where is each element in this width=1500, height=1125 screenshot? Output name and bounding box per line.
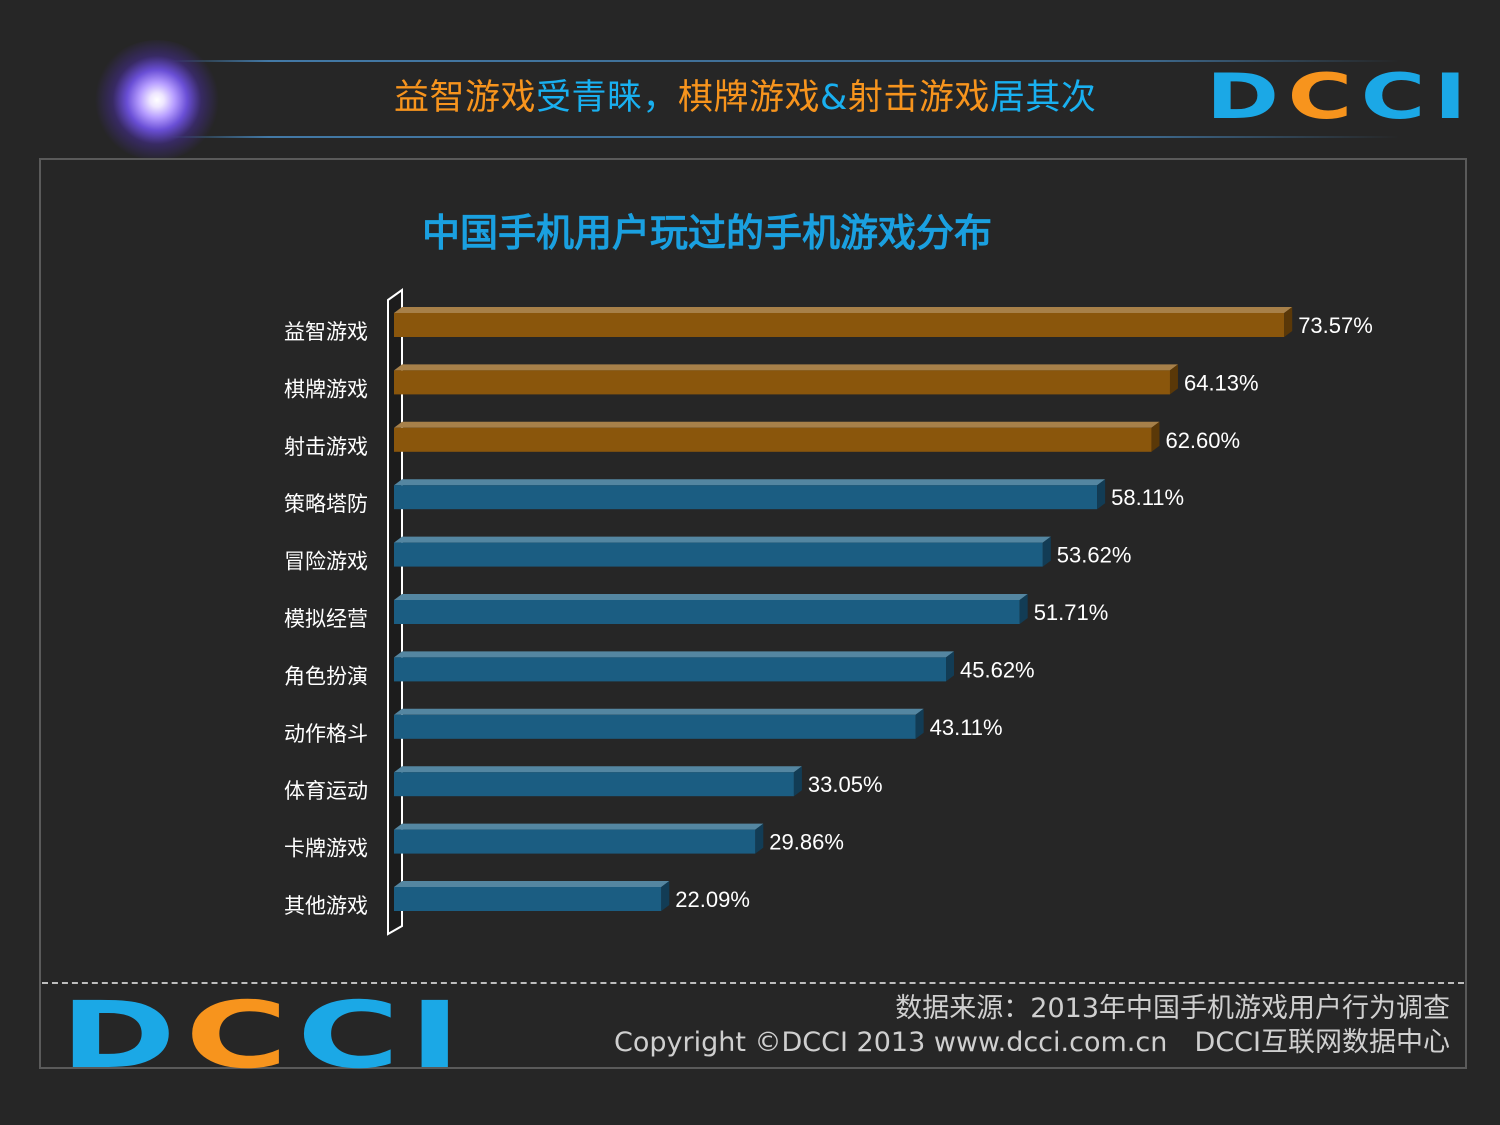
headline-part: & [820, 78, 848, 118]
data-label: 45.62% [960, 657, 1035, 682]
content-frame [39, 158, 1467, 1069]
bar-chart: 73.57% 益智游戏 64.13% 棋牌游戏 62.60% 射击游戏 58.11% 策略塔防… [284, 288, 1373, 936]
dcci-logo: DCCI [1206, 62, 1475, 132]
bar-end-face [755, 823, 764, 854]
bar [394, 887, 662, 911]
footer-divider [42, 982, 1464, 984]
bar [394, 829, 756, 854]
bar-top-face [394, 479, 1106, 486]
bar-top-face [394, 307, 1293, 313]
logo-letter: C [296, 982, 409, 1089]
category-label: 体育运动 [284, 779, 368, 803]
bar [394, 772, 794, 797]
bar [394, 714, 916, 739]
bar-end-face [1019, 594, 1028, 624]
bar-end-face [915, 708, 924, 739]
bar-end-face [661, 881, 670, 911]
category-label: 策略塔防 [284, 492, 368, 516]
data-label: 29.86% [769, 830, 844, 855]
bar-top-face [394, 651, 955, 658]
bar-end-face [1169, 364, 1178, 395]
bar-end-face [1097, 479, 1106, 510]
category-label: 模拟经营 [284, 607, 368, 631]
category-label: 冒险游戏 [284, 550, 368, 574]
data-label: 33.05% [808, 772, 883, 797]
bar-top-face [394, 364, 1178, 371]
bar-top-face [394, 536, 1051, 543]
logo-letter: C [185, 982, 297, 1089]
category-label: 益智游戏 [284, 320, 368, 344]
data-label: 53.62% [1057, 543, 1132, 568]
logo-letter: I [1433, 60, 1476, 133]
bar-top-face [394, 766, 802, 773]
category-label: 卡牌游戏 [284, 837, 368, 861]
chart-title: 中国手机用户玩过的手机游戏分布 [422, 211, 993, 255]
bar-end-face [1151, 421, 1160, 452]
bar-end-face [1284, 307, 1293, 337]
bar-top-face [394, 823, 764, 830]
category-label: 角色扮演 [284, 664, 368, 688]
bar [394, 313, 1285, 337]
bar-top-face [394, 881, 670, 887]
bar [394, 370, 1170, 395]
data-source: 数据来源：2013年中国手机游戏用户行为调查 [895, 993, 1450, 1024]
sparkle-graphic [92, 40, 222, 160]
dcci-logo-footer: DCCI [60, 986, 470, 1086]
logo-letter: D [1206, 60, 1288, 133]
data-label: 22.09% [675, 887, 750, 912]
copyright: Copyright ©DCCI 2013 www.dcci.com.cn [614, 1027, 1168, 1058]
header-divider-top [170, 60, 1400, 62]
bar [394, 657, 947, 682]
category-label: 棋牌游戏 [284, 377, 368, 401]
headline-part: 棋牌游戏 [678, 78, 821, 118]
header-divider-bottom [170, 136, 1400, 138]
bar [394, 542, 1043, 567]
data-label: 64.13% [1184, 370, 1259, 395]
logo-letter: C [1287, 60, 1361, 133]
logo-letter: D [60, 982, 186, 1089]
headline-part: 益智游戏 [394, 78, 537, 118]
slide-headline: 益智游戏受青睐，棋牌游戏&射击游戏居其次 [394, 70, 1184, 126]
data-label: 58.11% [1111, 485, 1184, 510]
bar [394, 600, 1020, 624]
headline-part: 居其次 [989, 78, 1097, 118]
data-label: 73.57% [1298, 313, 1373, 338]
logo-letter: C [1360, 60, 1434, 133]
bar-end-face [946, 651, 955, 682]
data-label: 43.11% [930, 715, 1003, 740]
logo-letter: I [408, 982, 470, 1089]
category-label: 其他游戏 [284, 894, 368, 918]
organization-name: DCCI互联网数据中心 [1194, 1027, 1450, 1058]
category-label: 射击游戏 [284, 435, 368, 459]
headline-part: 受青睐， [536, 78, 679, 118]
bar [394, 427, 1152, 452]
bar-end-face [793, 766, 802, 797]
bar-top-face [394, 421, 1160, 428]
data-label: 62.60% [1165, 428, 1240, 453]
bar-top-face [394, 594, 1028, 600]
data-label: 51.71% [1034, 600, 1109, 625]
headline-part: 射击游戏 [847, 78, 990, 118]
bar-top-face [394, 708, 924, 715]
category-label: 动作格斗 [284, 722, 368, 746]
bar [394, 485, 1098, 510]
bar-end-face [1042, 536, 1051, 567]
